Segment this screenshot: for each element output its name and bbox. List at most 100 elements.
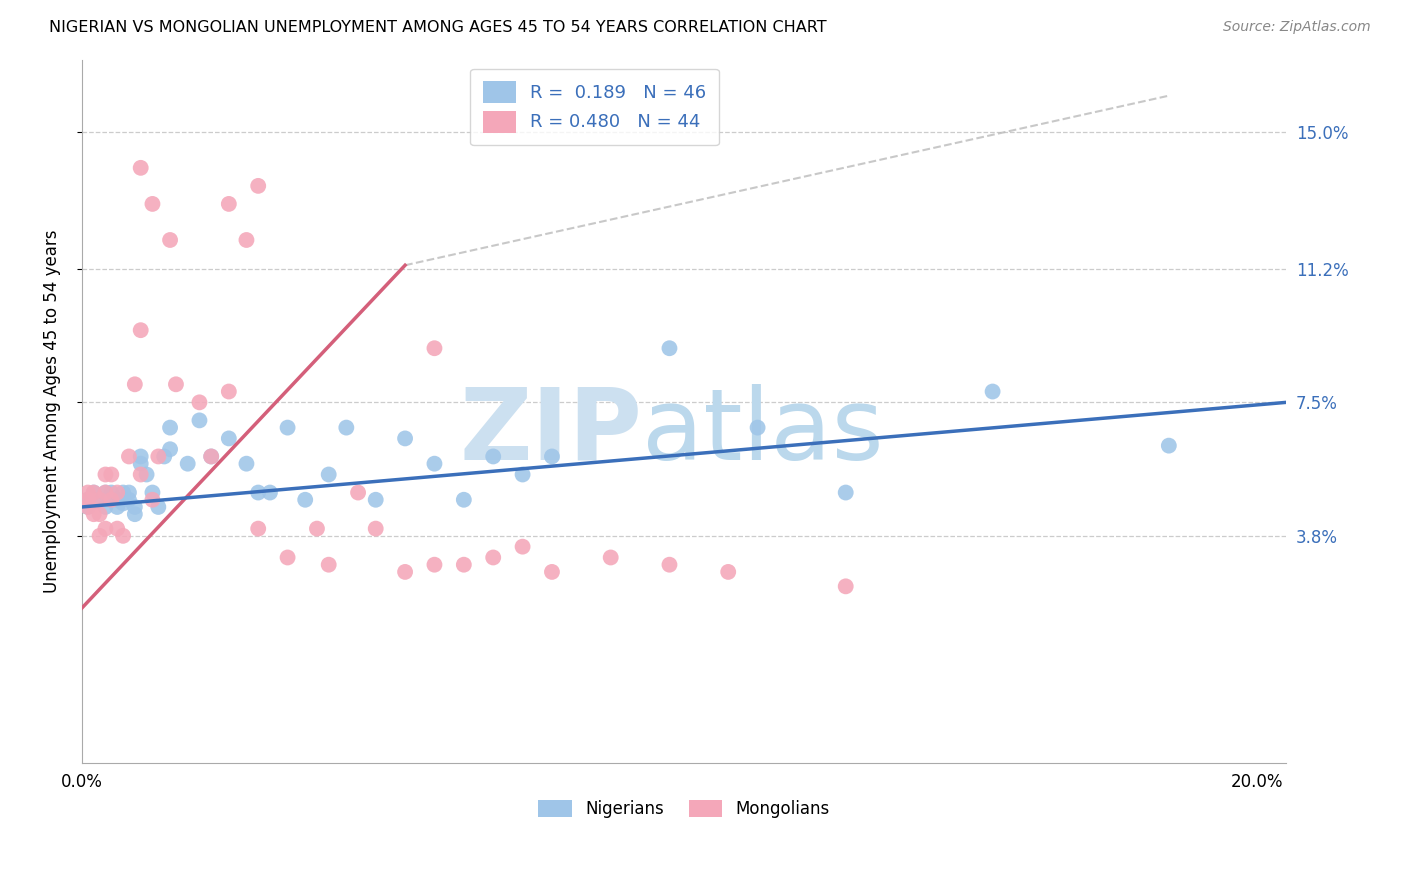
Point [159, 420, 181, 434]
Point [76, 492, 98, 507]
Point [112, 485, 135, 500]
Point [364, 522, 387, 536]
Point [129, 457, 152, 471]
Point [423, 341, 446, 355]
Point [141, 485, 163, 500]
Point [835, 485, 858, 500]
Point [1157, 439, 1180, 453]
Point [105, 522, 128, 536]
Point [118, 450, 141, 464]
Point [135, 467, 157, 482]
Point [141, 197, 163, 211]
Point [165, 377, 187, 392]
Point [124, 377, 146, 392]
Point [835, 579, 858, 593]
Text: ZIP: ZIP [460, 384, 643, 481]
Point [658, 558, 681, 572]
Point [364, 492, 387, 507]
Text: atlas: atlas [643, 384, 883, 481]
Point [89, 507, 111, 521]
Point [141, 492, 163, 507]
Point [76, 500, 98, 514]
Point [188, 395, 211, 409]
Point [129, 450, 152, 464]
Point [335, 420, 357, 434]
Point [76, 485, 98, 500]
Point [83, 485, 105, 500]
Point [347, 485, 370, 500]
Point [105, 485, 128, 500]
Point [394, 565, 416, 579]
Point [423, 558, 446, 572]
Point [159, 442, 181, 457]
Point [94, 485, 117, 500]
Point [541, 450, 564, 464]
Point [305, 522, 328, 536]
Point [453, 492, 475, 507]
Point [235, 457, 257, 471]
Point [76, 492, 98, 507]
Point [129, 467, 152, 482]
Point [112, 529, 135, 543]
Point [423, 457, 446, 471]
Text: Source: ZipAtlas.com: Source: ZipAtlas.com [1223, 20, 1371, 34]
Point [89, 529, 111, 543]
Point [188, 413, 211, 427]
Point [200, 450, 222, 464]
Point [294, 492, 316, 507]
Point [277, 550, 299, 565]
Point [218, 432, 240, 446]
Point [153, 450, 176, 464]
Point [105, 492, 128, 507]
Point [235, 233, 257, 247]
Point [83, 507, 105, 521]
Point [658, 341, 681, 355]
Point [94, 522, 117, 536]
Point [453, 558, 475, 572]
Point [76, 500, 98, 514]
Point [94, 485, 117, 500]
Point [94, 467, 117, 482]
Text: NIGERIAN VS MONGOLIAN UNEMPLOYMENT AMONG AGES 45 TO 54 YEARS CORRELATION CHART: NIGERIAN VS MONGOLIAN UNEMPLOYMENT AMONG… [49, 20, 827, 35]
Point [83, 485, 105, 500]
Point [177, 457, 200, 471]
Point [717, 565, 740, 579]
Point [482, 450, 505, 464]
Point [747, 420, 769, 434]
Point [318, 467, 340, 482]
Point [218, 197, 240, 211]
Point [200, 450, 222, 464]
Point [100, 485, 122, 500]
Point [129, 323, 152, 337]
Point [599, 550, 621, 565]
Point [89, 492, 111, 507]
Y-axis label: Unemployment Among Ages 45 to 54 years: Unemployment Among Ages 45 to 54 years [44, 229, 60, 593]
Point [247, 522, 270, 536]
Point [112, 496, 135, 510]
Point [512, 467, 534, 482]
Point [981, 384, 1004, 399]
Point [277, 420, 299, 434]
Point [159, 233, 181, 247]
Point [218, 384, 240, 399]
Point [148, 500, 170, 514]
Point [318, 558, 340, 572]
Point [247, 485, 270, 500]
Point [118, 485, 141, 500]
Point [105, 500, 128, 514]
Point [100, 492, 122, 507]
Point [247, 178, 270, 193]
Point [259, 485, 281, 500]
Point [118, 492, 141, 507]
Point [482, 550, 505, 565]
Point [512, 540, 534, 554]
Point [148, 450, 170, 464]
Point [124, 500, 146, 514]
Point [541, 565, 564, 579]
Point [129, 161, 152, 175]
Point [89, 492, 111, 507]
Point [124, 507, 146, 521]
Legend: Nigerians, Mongolians: Nigerians, Mongolians [531, 794, 837, 825]
Point [100, 467, 122, 482]
Point [94, 500, 117, 514]
